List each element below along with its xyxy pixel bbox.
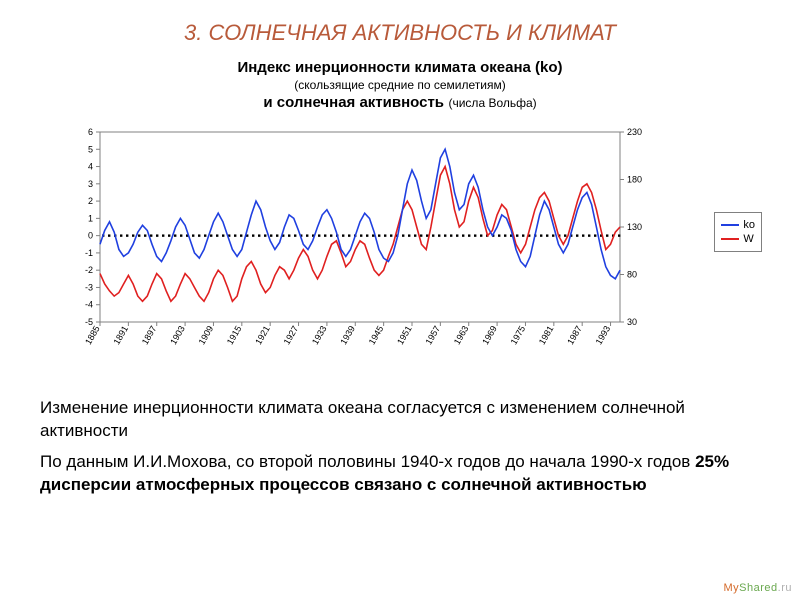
- svg-text:1993: 1993: [594, 324, 613, 346]
- svg-text:1957: 1957: [423, 324, 442, 346]
- slide: 3. СОЛНЕЧНАЯ АКТИВНОСТЬ И КЛИМАТ Индекс …: [0, 0, 800, 600]
- chart-title-block: Индекс инерционности климата океана (ko)…: [40, 58, 760, 114]
- chart-title-sub: (скользящие средние по семилетиям): [40, 78, 760, 94]
- svg-text:1981: 1981: [537, 324, 556, 346]
- svg-text:1945: 1945: [367, 324, 386, 346]
- svg-text:1927: 1927: [282, 324, 301, 346]
- svg-text:80: 80: [627, 269, 637, 279]
- watermark: MyShared.ru: [724, 582, 793, 594]
- svg-text:1969: 1969: [480, 324, 499, 346]
- paragraph-2: По данным И.И.Мохова, со второй половины…: [40, 451, 760, 497]
- svg-text:1: 1: [88, 213, 93, 223]
- svg-text:1963: 1963: [452, 324, 471, 346]
- svg-text:30: 30: [627, 317, 637, 327]
- chart-svg: -5-4-3-2-1012345630801301802301885189118…: [50, 122, 670, 352]
- chart-container: -5-4-3-2-1012345630801301802301885189118…: [50, 122, 750, 372]
- svg-text:1897: 1897: [140, 324, 159, 346]
- svg-text:6: 6: [88, 127, 93, 137]
- legend-label-ko: ko: [743, 219, 755, 231]
- svg-text:2: 2: [88, 196, 93, 206]
- chart-title-line1: Индекс инерционности климата океана (ko): [40, 58, 760, 78]
- body-text: Изменение инерционности климата океана с…: [40, 397, 760, 497]
- legend-label-w: W: [743, 233, 753, 245]
- svg-text:-2: -2: [85, 265, 93, 275]
- svg-text:1909: 1909: [197, 324, 216, 346]
- legend-item-w: W: [721, 233, 755, 245]
- svg-text:5: 5: [88, 144, 93, 154]
- section-title: 3. СОЛНЕЧНАЯ АКТИВНОСТЬ И КЛИМАТ: [40, 20, 760, 46]
- legend-swatch-ko: [721, 224, 739, 226]
- legend-item-ko: ko: [721, 219, 755, 231]
- svg-text:1903: 1903: [168, 324, 187, 346]
- legend: ko W: [714, 212, 762, 252]
- svg-text:4: 4: [88, 161, 93, 171]
- svg-text:-1: -1: [85, 248, 93, 258]
- svg-text:130: 130: [627, 222, 642, 232]
- svg-text:1987: 1987: [565, 324, 584, 346]
- p2-pre: По данным И.И.Мохова, со второй половины…: [40, 452, 695, 471]
- svg-text:1939: 1939: [338, 324, 357, 346]
- svg-text:1975: 1975: [509, 324, 528, 346]
- svg-text:180: 180: [627, 174, 642, 184]
- paragraph-1: Изменение инерционности климата океана с…: [40, 397, 760, 443]
- watermark-ru: .ru: [778, 582, 792, 594]
- svg-text:0: 0: [88, 231, 93, 241]
- svg-text:1933: 1933: [310, 324, 329, 346]
- watermark-shared: Shared: [739, 582, 777, 594]
- svg-text:3: 3: [88, 179, 93, 189]
- svg-text:230: 230: [627, 127, 642, 137]
- watermark-my: My: [724, 582, 740, 594]
- svg-text:1891: 1891: [111, 324, 130, 346]
- chart-title-line2-note: (числа Вольфа): [448, 96, 536, 110]
- svg-text:-4: -4: [85, 300, 93, 310]
- svg-text:1915: 1915: [225, 324, 244, 346]
- svg-text:-3: -3: [85, 282, 93, 292]
- svg-text:1951: 1951: [395, 324, 414, 346]
- chart-title-line2: и солнечная активность: [263, 94, 444, 111]
- svg-text:1885: 1885: [83, 324, 102, 346]
- svg-text:1921: 1921: [253, 324, 272, 346]
- legend-swatch-w: [721, 238, 739, 240]
